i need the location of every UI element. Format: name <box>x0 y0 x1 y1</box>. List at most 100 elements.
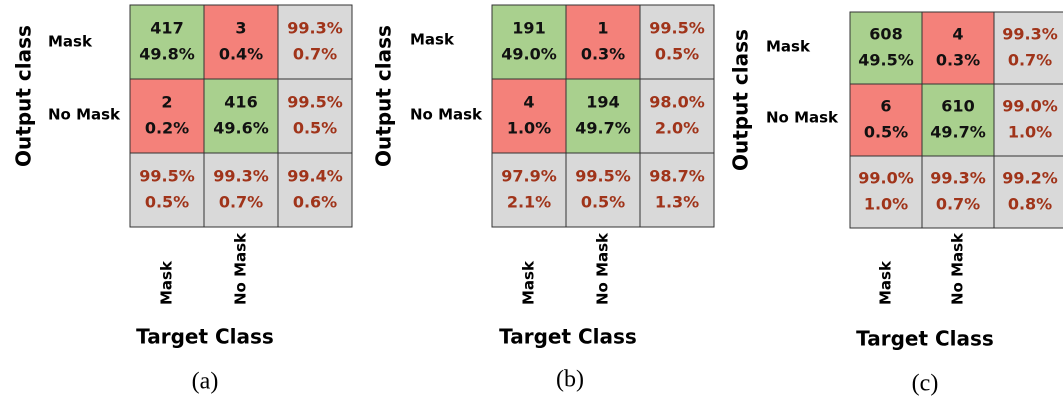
row-label: No Mask <box>410 106 483 124</box>
col-label: Mask <box>520 260 538 305</box>
cell-value: 98.0% <box>649 93 705 112</box>
cell-value: 0.5% <box>655 45 699 64</box>
matrix-cell <box>921 11 995 85</box>
cell-value: 49.5% <box>858 51 914 70</box>
cell-value: 99.5% <box>649 19 705 38</box>
row-label: No Mask <box>48 106 121 124</box>
row-label: Mask <box>410 31 455 49</box>
cell-value: 49.6% <box>213 119 269 138</box>
cell-value: 97.9% <box>501 167 557 186</box>
matrix-cell <box>129 152 205 228</box>
cell-value: 99.3% <box>213 167 269 186</box>
cell-value: 49.7% <box>575 119 631 138</box>
cell-value: 99.5% <box>575 167 631 186</box>
cell-value: 0.8% <box>1008 195 1052 214</box>
cell-value: 2.1% <box>507 193 551 212</box>
col-label: Mask <box>158 260 176 305</box>
cell-value: 0.5% <box>293 119 337 138</box>
cell-value: 49.8% <box>139 45 195 64</box>
cell-value: 99.0% <box>1002 97 1058 116</box>
cell-value: 99.2% <box>1002 169 1058 188</box>
matrix-cell <box>639 152 715 228</box>
confusion-matrix: 417 49.8% 3 0.4% 99.3% 0.7% 2 0.2% 416 49.6% 99.5%… <box>129 4 353 228</box>
output-axis-title: Output class <box>372 25 396 167</box>
row-label: Mask <box>766 38 811 56</box>
cell-value: 416 <box>224 93 257 112</box>
panel-label: (c) <box>912 371 939 397</box>
col-label: No Mask <box>949 232 967 305</box>
cell-value: 0.7% <box>1008 51 1052 70</box>
cell-value: 6 <box>880 97 891 116</box>
matrix-cell <box>993 155 1063 229</box>
matrix-cell <box>921 155 995 229</box>
cell-value: 194 <box>586 93 619 112</box>
cell-value: 99.0% <box>858 169 914 188</box>
cell-value: 1.0% <box>507 119 551 138</box>
cell-value: 0.5% <box>581 193 625 212</box>
cell-value: 99.5% <box>287 93 343 112</box>
confusion-matrix: 191 49.0% 1 0.3% 99.5% 0.5% 4 1.0% 194 49.7% 98.0%… <box>491 4 715 228</box>
cell-value: 191 <box>512 19 545 38</box>
matrix-cell <box>849 11 923 85</box>
matrix-cell <box>639 4 715 80</box>
matrix-cell <box>277 4 353 80</box>
panel-label: (b) <box>556 367 584 393</box>
cell-value: 1.0% <box>1008 123 1052 142</box>
matrix-cell <box>849 83 923 157</box>
row-label: Mask <box>48 33 93 51</box>
matrix-cell <box>203 4 279 80</box>
cell-value: 0.7% <box>293 45 337 64</box>
matrix-cell <box>129 78 205 154</box>
cell-value: 49.7% <box>930 123 986 142</box>
matrix-cell <box>129 4 205 80</box>
cell-value: 4 <box>952 25 963 44</box>
cell-value: 0.3% <box>936 51 980 70</box>
matrix-cell <box>203 78 279 154</box>
matrix-cell <box>491 4 567 80</box>
cell-value: 417 <box>150 19 183 38</box>
matrix-cell <box>849 155 923 229</box>
panel-label: (a) <box>192 369 219 395</box>
cell-value: 608 <box>869 25 902 44</box>
matrix-cell <box>277 152 353 228</box>
cell-value: 0.7% <box>219 193 263 212</box>
output-axis-title: Output class <box>729 29 753 171</box>
cell-value: 99.4% <box>287 167 343 186</box>
matrix-cell <box>993 83 1063 157</box>
cell-value: 1.0% <box>864 195 908 214</box>
cell-value: 98.7% <box>649 167 705 186</box>
cell-value: 49.0% <box>501 45 557 64</box>
cell-value: 0.3% <box>581 45 625 64</box>
col-label: No Mask <box>594 232 612 305</box>
matrix-cell <box>565 4 641 80</box>
cell-value: 0.2% <box>145 119 189 138</box>
cell-value: 0.6% <box>293 193 337 212</box>
cell-value: 0.5% <box>145 193 189 212</box>
matrix-cell <box>491 78 567 154</box>
confusion-matrix: 608 49.5% 4 0.3% 99.3% 0.7% 6 0.5% 610 49.7% 99.0%… <box>849 11 1063 229</box>
output-axis-title: Output class <box>12 25 36 167</box>
cell-value: 99.3% <box>287 19 343 38</box>
col-label: No Mask <box>232 232 250 305</box>
matrix-cell <box>639 78 715 154</box>
matrix-cell <box>921 83 995 157</box>
cell-value: 0.7% <box>936 195 980 214</box>
cell-value: 3 <box>235 19 246 38</box>
matrix-cell <box>565 78 641 154</box>
target-axis-title: Target Class <box>136 325 274 349</box>
cell-value: 0.4% <box>219 45 263 64</box>
cell-value: 99.3% <box>1002 25 1058 44</box>
matrix-cell <box>993 11 1063 85</box>
target-axis-title: Target Class <box>856 327 994 351</box>
matrix-cell <box>277 78 353 154</box>
row-label: No Mask <box>766 109 839 127</box>
cell-value: 0.5% <box>864 123 908 142</box>
matrix-cell <box>491 152 567 228</box>
matrix-cell <box>565 152 641 228</box>
cell-value: 4 <box>523 93 534 112</box>
col-label: Mask <box>877 260 895 305</box>
cell-value: 99.5% <box>139 167 195 186</box>
cell-value: 1.3% <box>655 193 699 212</box>
cell-value: 2 <box>161 93 172 112</box>
